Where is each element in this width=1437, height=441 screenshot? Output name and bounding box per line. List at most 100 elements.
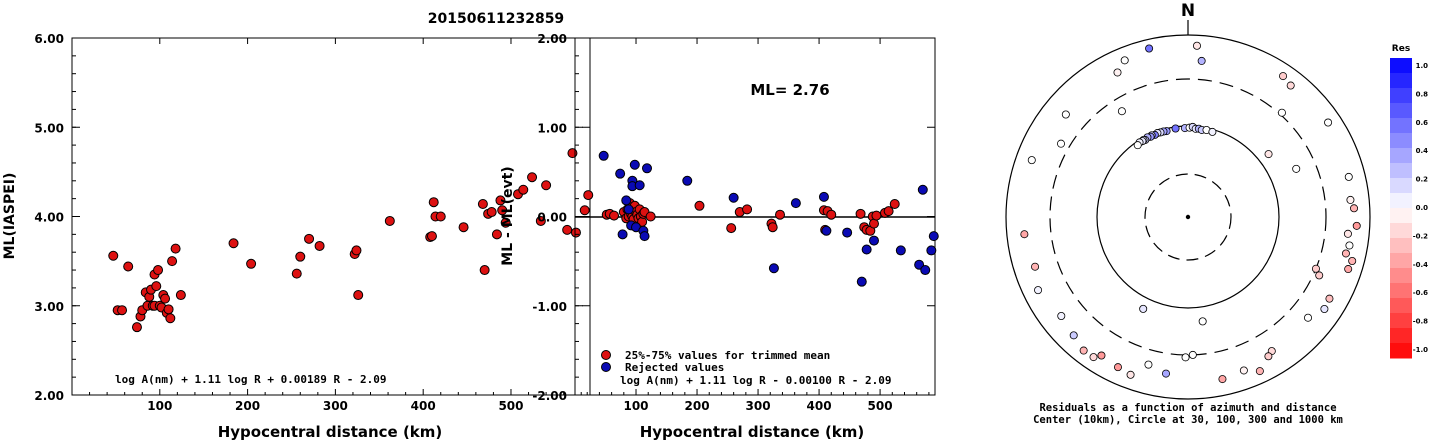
mid-data-point [609, 210, 620, 221]
colorbar-cell [1390, 238, 1412, 254]
polar-station-point [1198, 317, 1207, 326]
left-data-point [428, 197, 439, 208]
polar-station-point [1181, 353, 1190, 362]
colorbar-labels: 1.0 0.8 0.6 0.4 0.2 0.0 -0.2 -0.4 -0.6 -0.8 -1.0 [1413, 62, 1428, 354]
mid-xtick-label: 300 [746, 399, 771, 413]
polar-station-point [1277, 108, 1286, 117]
left-data-point [435, 211, 446, 222]
colorbar-cell [1390, 88, 1412, 104]
mid-data-point [694, 200, 705, 211]
colorbar-tick-label: 0.0 [1416, 204, 1429, 212]
polar-station-point [1161, 369, 1170, 378]
polar-station-point [1120, 56, 1129, 65]
polar-station-point [1208, 127, 1217, 136]
left-data-point [165, 313, 176, 324]
mid-data-point [639, 231, 650, 242]
left-data-point [314, 240, 325, 251]
left-data-point [117, 305, 128, 316]
left-xtick-label: 500 [498, 399, 523, 413]
mid-ytick-label: 1.00 [537, 121, 567, 135]
mid-data-point [634, 180, 645, 191]
polar-station-point [1218, 375, 1227, 384]
mid-ylabel: ML - ML(evt) [500, 166, 516, 265]
mid-data-point [621, 195, 632, 206]
left-data-point [153, 265, 164, 276]
mid-formula: log A(nm) + 1.11 log R - 0.00100 R - 2.0… [620, 374, 892, 387]
mid-data-point [871, 210, 882, 221]
mid-data-point [821, 225, 832, 236]
left-data-point [228, 238, 239, 249]
colorbar-tick-label: -1.0 [1413, 346, 1428, 354]
colorbar-tick-label: -0.2 [1413, 232, 1428, 240]
mid-data-point [615, 168, 626, 179]
legend-marker-trimmed [601, 350, 611, 360]
left-ylabel: ML(IASPEI) [2, 173, 18, 260]
left-data-point [500, 217, 511, 228]
mid-data-point [856, 276, 867, 287]
colorbar-cell [1390, 328, 1412, 344]
left-data-point [384, 215, 395, 226]
colorbar-cell [1390, 148, 1412, 164]
polar-station-point [1020, 230, 1029, 239]
mid-data-point [645, 211, 656, 222]
colorbar-cell [1390, 283, 1412, 299]
mid-ytick-label: -1.00 [532, 300, 567, 314]
colorbar-tick-label: 0.4 [1416, 147, 1429, 155]
event-id-title: 20150611232859 [428, 11, 564, 27]
left-data-point [291, 268, 302, 279]
mid-ytick-label: 2.00 [537, 32, 567, 46]
left-data-point [458, 222, 469, 233]
polar-station-point [1197, 56, 1206, 65]
left-data-point [570, 227, 581, 238]
left-formula: log A(nm) + 1.11 log R + 0.00189 R - 2.0… [115, 373, 387, 386]
colorbar-cell [1390, 118, 1412, 134]
left-data-point [583, 190, 594, 201]
left-xtick-label: 200 [235, 399, 260, 413]
mid-ytick-label: -2.00 [532, 389, 567, 403]
mid-data-point [868, 235, 879, 246]
left-data-point [295, 251, 306, 262]
polar-station-point [1097, 351, 1106, 360]
left-data-point [477, 199, 488, 210]
mid-xtick-label: 400 [807, 399, 832, 413]
colorbar-cell [1390, 223, 1412, 239]
legend-marker-rejected [601, 362, 611, 372]
mid-data-point [598, 150, 609, 161]
polar-station-point [1069, 331, 1078, 340]
colorbar-cell [1390, 133, 1412, 149]
left-data-point [131, 322, 142, 333]
polar-station-point [1350, 204, 1359, 213]
colorbar-cell [1390, 193, 1412, 209]
left-data-point [108, 250, 119, 261]
mid-axis-ticks: 100 200 300 400 500 -2.00 -1.00 0.00 1.00 2.00 [532, 32, 935, 413]
polar-station-point [1346, 195, 1355, 204]
mid-xlabel: Hypocentral distance (km) [640, 423, 865, 441]
left-axis-ticks: 100 200 300 400 500 2.00 3.00 4.00 5.00 6.00 [34, 32, 590, 413]
ml-vs-distance-panel: 100 200 300 400 500 2.00 3.00 4.00 5.00 6.00 ML(I… [2, 32, 594, 441]
left-data-point [151, 281, 162, 292]
ring-1000km [1005, 34, 1371, 400]
mid-legend: 25%-75% values for trimmed mean Rejected… [601, 349, 830, 374]
colorbar-cell [1390, 73, 1412, 89]
polar-station-point [1061, 110, 1070, 119]
colorbar-cell [1390, 313, 1412, 329]
colorbar-tick-label: -0.4 [1413, 261, 1428, 269]
left-ytick-label: 6.00 [34, 32, 64, 46]
left-data-point [518, 184, 529, 195]
mid-data-point [768, 263, 779, 274]
polar-residual-panel: N Residuals as a function of azimuth and… [1005, 1, 1371, 426]
left-data-point [353, 290, 364, 301]
polar-station-point [1279, 72, 1288, 81]
colorbar-cell [1390, 163, 1412, 179]
polar-station-point [1344, 265, 1353, 274]
left-data-point [163, 304, 174, 315]
polar-station-point [1144, 360, 1153, 369]
mid-data-point [775, 209, 786, 220]
mid-data-point [767, 222, 778, 233]
legend-label-rejected: Rejected values [625, 361, 724, 374]
mid-data-point [861, 244, 872, 255]
left-data-points [108, 148, 594, 333]
ring-30km [1144, 173, 1232, 261]
polar-station-point [1286, 81, 1295, 90]
left-ytick-label: 3.00 [34, 300, 64, 314]
